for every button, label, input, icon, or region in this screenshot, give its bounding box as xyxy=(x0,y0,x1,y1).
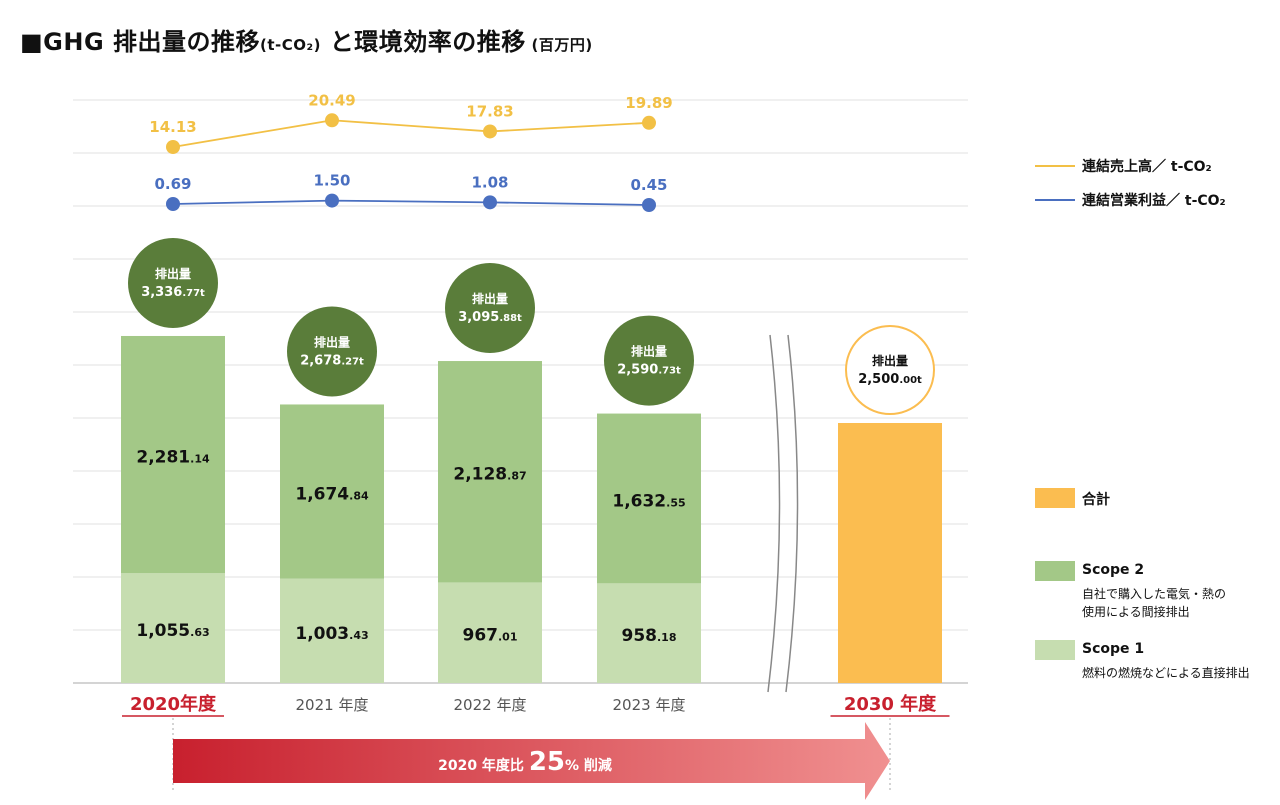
total-caption: 排出量 xyxy=(631,344,667,359)
line-point xyxy=(483,195,497,210)
line-point xyxy=(166,140,180,154)
legend-scope1-swatch xyxy=(1035,640,1075,660)
legend-scope1-desc: 燃料の燃焼などによる直接排出 xyxy=(1082,666,1250,680)
legend-line-sales-swatch xyxy=(1035,165,1075,167)
line-point xyxy=(642,115,656,130)
reduction-text: 2020 年度比 25% 削減 xyxy=(438,747,612,777)
total-bubble xyxy=(604,315,694,406)
line-point-label: 0.45 xyxy=(630,176,667,194)
line-point-label: 14.13 xyxy=(149,118,196,136)
axis-break-right xyxy=(785,334,799,693)
total-caption: 排出量 xyxy=(314,334,350,349)
total-value: 3,336.77t xyxy=(141,285,205,300)
bar-label-scope1: 958.18 xyxy=(622,626,677,646)
x-tick-label: 2030 年度 xyxy=(844,693,937,715)
bar-total xyxy=(838,423,942,683)
legend-scope2-desc1: 自社で購入した電気・熱の xyxy=(1082,587,1227,601)
total-bubble xyxy=(845,325,935,415)
bar-scope2 xyxy=(280,404,384,579)
line-series xyxy=(172,199,650,206)
line-point xyxy=(642,198,656,212)
axis-break-left xyxy=(767,334,781,693)
total-caption: 排出量 xyxy=(872,353,908,368)
line-point xyxy=(166,196,180,211)
bar-scope1 xyxy=(121,573,225,683)
total-value: 3,095.88t xyxy=(458,310,522,325)
x-tick-label: 2020年度 xyxy=(130,693,217,715)
line-point-label: 20.49 xyxy=(308,91,355,109)
x-tick-label: 2021 年度 xyxy=(296,696,369,714)
legend-line-profit: 連結営業利益／ t-CO₂ xyxy=(1082,193,1226,209)
legend-line-sales: 連結売上高／ t-CO₂ xyxy=(1082,159,1212,175)
line-point-label: 17.83 xyxy=(466,102,513,120)
line-point xyxy=(483,124,497,139)
total-bubble xyxy=(445,263,535,354)
line-point-label: 1.50 xyxy=(313,172,350,190)
line-point-label: 1.08 xyxy=(471,173,508,191)
total-bubble xyxy=(287,306,377,397)
chart-title: ■GHG 排出量の推移(t-CO₂) と環境効率の推移 (百万円) xyxy=(20,22,593,57)
total-value: 2,678.27t xyxy=(300,353,364,368)
legend-total-swatch xyxy=(1035,488,1075,508)
legend-scope1: Scope 1 xyxy=(1082,641,1145,657)
x-tick-label: 2022 年度 xyxy=(454,696,527,714)
bar-label-scope2: 1,674.84 xyxy=(295,485,369,505)
reduction-arrow xyxy=(173,722,890,800)
line-point xyxy=(325,193,339,208)
line-series xyxy=(172,119,650,148)
legend-total: 合計 xyxy=(1082,492,1110,508)
total-value: 2,500.00t xyxy=(858,372,922,387)
bar-scope1 xyxy=(280,578,384,683)
legend-line-profit-swatch xyxy=(1035,199,1075,201)
title-unit-co2: (t-CO₂) xyxy=(260,36,321,54)
legend-scope2-desc2: 使用による間接排出 xyxy=(1082,605,1190,619)
bar-label-scope1: 1,003.43 xyxy=(295,624,368,644)
title-unit-yen: (百万円) xyxy=(525,36,593,54)
total-value: 2,590.73t xyxy=(617,363,681,378)
total-caption: 排出量 xyxy=(155,266,191,281)
total-bubble xyxy=(128,237,218,328)
title-main: ■GHG 排出量の推移 xyxy=(20,28,261,56)
bar-label-scope2: 1,632.55 xyxy=(612,491,685,511)
bar-scope2 xyxy=(438,361,542,583)
bar-label-scope1: 967.01 xyxy=(463,626,518,646)
legend-scope2: Scope 2 xyxy=(1082,562,1145,578)
bar-scope2 xyxy=(597,413,701,584)
bar-label-scope2: 2,128.87 xyxy=(453,465,526,485)
title-connector: と環境効率の推移 xyxy=(320,28,526,56)
total-caption: 排出量 xyxy=(472,291,508,306)
bar-scope1 xyxy=(438,582,542,683)
bar-label-scope1: 1,055.63 xyxy=(136,621,209,641)
legend-scope2-swatch xyxy=(1035,561,1075,581)
line-point-label: 19.89 xyxy=(625,94,672,112)
bar-scope2 xyxy=(121,335,225,574)
line-point xyxy=(325,113,339,128)
line-point-label: 0.69 xyxy=(154,175,191,193)
x-tick-label: 2023 年度 xyxy=(613,696,686,714)
bar-scope1 xyxy=(597,583,701,683)
bar-label-scope2: 2,281.14 xyxy=(136,448,210,468)
